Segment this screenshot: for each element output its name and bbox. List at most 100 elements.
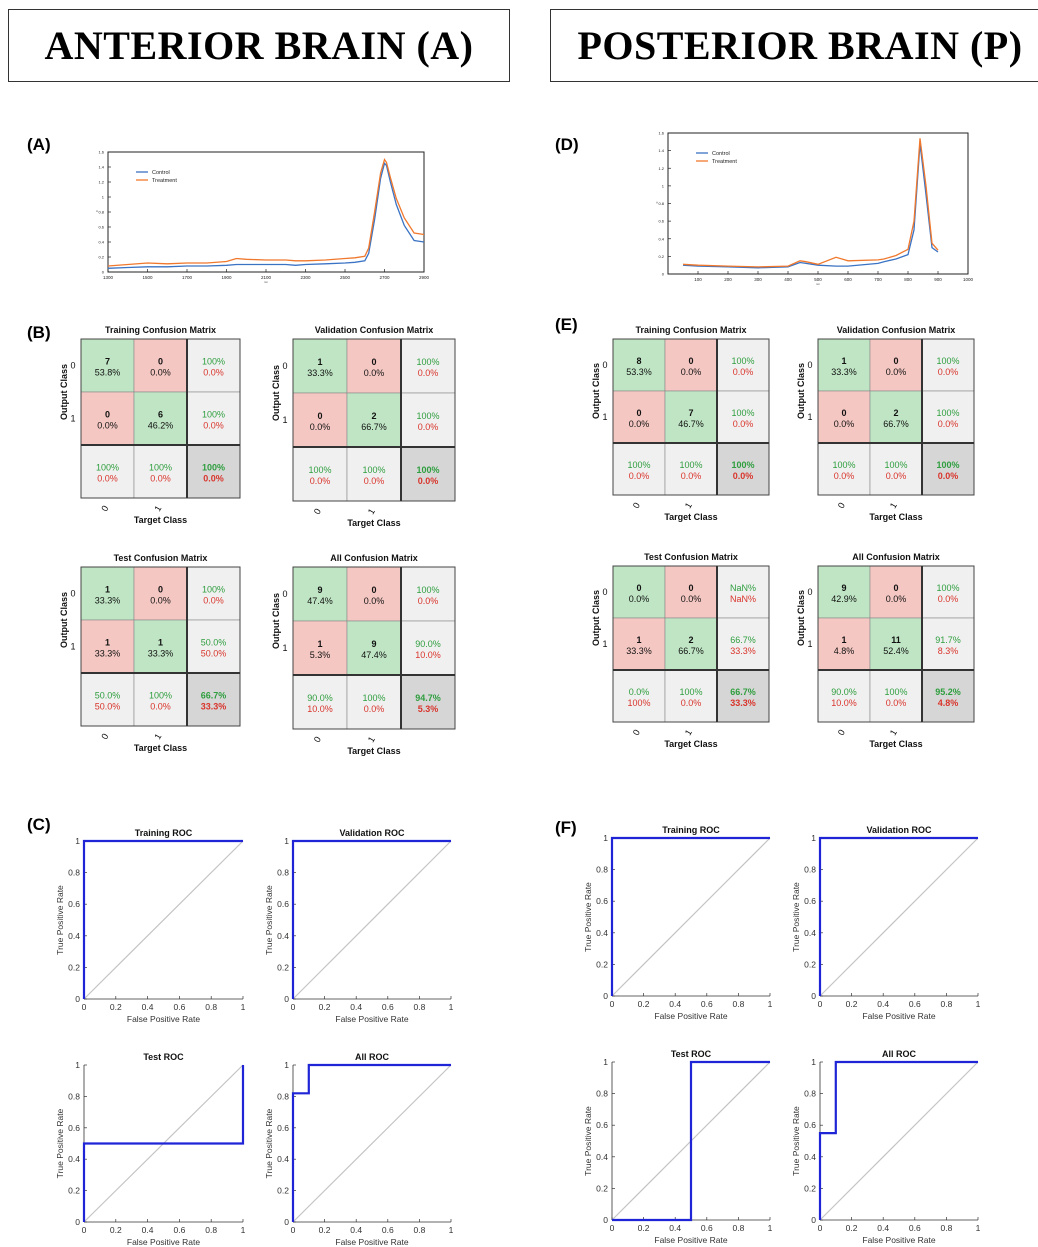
x-tick-label: 0: [82, 1002, 87, 1012]
matrix-cell-percent: 0.0%: [681, 471, 702, 481]
matrix-cell-percent: 0.0%: [629, 419, 650, 429]
y-tick-label: 0.8: [98, 210, 104, 215]
y-tick-label: 1.6: [98, 150, 104, 155]
output-class-tick: 1: [70, 642, 75, 652]
confusion-matrix-e4: All Confusion Matrix942.9%00.0%100%0.0%1…: [796, 552, 975, 749]
matrix-cell-value: 0: [893, 356, 898, 366]
x-tick-label: 0: [818, 1223, 823, 1233]
matrix-cell-value: 100%: [627, 460, 650, 470]
matrix-cell-percent: 0.0%: [938, 594, 959, 604]
matrix-cell-value: 100%: [884, 460, 907, 470]
matrix-cell-percent: 0.0%: [150, 596, 171, 606]
y-tick-label: 0.2: [98, 255, 104, 260]
matrix-cell-value: 100%: [679, 687, 702, 697]
matrix-cell-percent: 0.0%: [733, 471, 754, 481]
y-tick-label: 1.4: [658, 148, 664, 153]
x-tick-label: 2900: [419, 275, 430, 280]
header-posterior-title: POSTERIOR BRAIN (P): [577, 23, 1023, 68]
matrix-cell-percent: 0.0%: [97, 474, 118, 484]
matrix-cell-value: 66.7%: [730, 635, 756, 645]
y-tick-label: 0.8: [68, 1091, 80, 1101]
matrix-cell-value: 100%: [149, 691, 172, 701]
x-tick-label: 100: [694, 277, 702, 282]
x-tick-label: 1000: [963, 277, 974, 282]
roc-chart-c2: Validation ROC 0 0.2 0.4 0.6 0.8 1 0 0.2 0.4 0.6 0.…: [264, 828, 454, 1024]
y-axis-label: A: [656, 201, 658, 205]
matrix-title: All Confusion Matrix: [852, 552, 940, 562]
matrix-cell-value: 100%: [202, 357, 225, 367]
roc-title: All ROC: [882, 1049, 917, 1059]
x-tick-label: 0.2: [110, 1002, 122, 1012]
x-tick-label: 1: [768, 999, 773, 1009]
matrix-cell-percent: 0.0%: [418, 476, 439, 486]
x-axis-label: False Positive Rate: [862, 1235, 935, 1245]
matrix-border: [817, 565, 975, 723]
matrix-cell-percent: 4.8%: [834, 646, 855, 656]
x-tick-label: 0.4: [350, 1002, 362, 1012]
roc-chart-c4: All ROC 0 0.2 0.4 0.6 0.8 1 0 0.2 0.4 0.6 0.8 1 False…: [264, 1052, 454, 1247]
matrix-cell-value: 100%: [731, 356, 754, 366]
matrix-cell-value: 0: [636, 583, 641, 593]
y-tick-label: 0.4: [98, 240, 104, 245]
x-tick-label: 0: [818, 999, 823, 1009]
matrix-cell-value: 100%: [832, 460, 855, 470]
y-tick-label: 0.4: [277, 931, 289, 941]
matrix-cell-percent: 50.0%: [95, 702, 121, 712]
target-class-label: Target Class: [869, 512, 922, 522]
matrix-cell: [716, 669, 770, 723]
matrix-title: Training Confusion Matrix: [635, 325, 746, 335]
matrix-cell-percent: 0.0%: [886, 471, 907, 481]
matrix-title: Test Confusion Matrix: [114, 553, 208, 563]
matrix-cell-value: 1: [317, 357, 322, 367]
x-tick-label: 800: [904, 277, 912, 282]
x-tick-label: 600: [844, 277, 852, 282]
x-tick-label: 0.8: [413, 1225, 425, 1235]
matrix-cell-percent: 47.4%: [361, 650, 387, 660]
matrix-cell-percent: 46.7%: [678, 419, 704, 429]
matrix-cell-value: 8: [636, 356, 641, 366]
x-tick-label: 0.2: [110, 1225, 122, 1235]
output-class-tick: 0: [70, 361, 75, 371]
y-tick-label: 0.6: [596, 1120, 608, 1130]
y-tick-label: 1.4: [98, 165, 104, 170]
x-tick-label: 0.2: [638, 1223, 650, 1233]
matrix-cell-percent: 53.3%: [626, 367, 652, 377]
matrix-cell-percent: 0.0%: [203, 421, 224, 431]
x-tick-label: 0.6: [909, 999, 921, 1009]
matrix-cell-value: 0: [841, 408, 846, 418]
panel-label-f: (F): [555, 818, 577, 837]
roc-title: Training ROC: [135, 828, 193, 838]
matrix-border: [612, 338, 770, 496]
matrix-cell-value: 2: [688, 635, 693, 645]
roc-diagonal: [611, 837, 771, 997]
matrix-cell: [186, 672, 241, 727]
matrix-cell-value: 0: [158, 357, 163, 367]
matrix-cell-percent: 0.0%: [310, 422, 331, 432]
matrix-cell: [869, 669, 923, 723]
x-tick-label: 1: [976, 1223, 981, 1233]
output-class-tick: 0: [70, 589, 75, 599]
matrix-cell-value: 100%: [202, 585, 225, 595]
matrix-cell: [133, 444, 188, 499]
matrix-cell-value: 100%: [149, 463, 172, 473]
x-axis-label: nm: [816, 282, 821, 286]
matrix-cell: [716, 565, 770, 619]
matrix-cell-percent: 66.7%: [678, 646, 704, 656]
legend-label-treatment: Treatment: [712, 159, 737, 165]
matrix-cell-value: 100%: [202, 410, 225, 420]
roc-chart-c3: Test ROC 0 0.2 0.4 0.6 0.8 1 0 0.2 0.4 0.6 0.8 1 Fals…: [55, 1052, 246, 1247]
output-class-tick: 1: [282, 415, 287, 425]
y-tick-label: 0.6: [804, 896, 816, 906]
roc-title: All ROC: [355, 1052, 390, 1062]
roc-chart-f3: Test ROC 0 0.2 0.4 0.6 0.8 1 0 0.2 0.4 0.6 0.8 1 Fals…: [583, 1049, 773, 1245]
x-tick-label: 1: [241, 1225, 246, 1235]
output-class-tick: 1: [807, 639, 812, 649]
matrix-cell-percent: 10.0%: [307, 704, 333, 714]
roc-curve: [818, 836, 978, 996]
y-tick-label: 0.8: [277, 868, 289, 878]
x-tick-label: 2300: [300, 275, 311, 280]
output-class-label: Output Class: [59, 592, 69, 648]
y-tick-label: 0.2: [596, 959, 608, 969]
y-tick-label: 0.6: [68, 1123, 80, 1133]
y-tick-label: 1.6: [658, 131, 664, 136]
